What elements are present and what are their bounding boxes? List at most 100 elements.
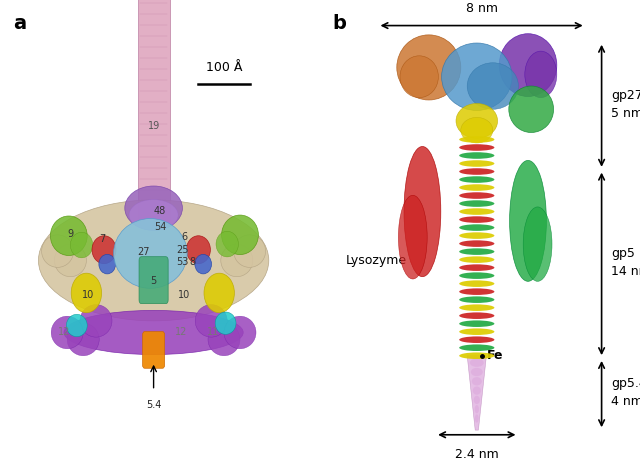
- Ellipse shape: [474, 396, 480, 404]
- Ellipse shape: [509, 86, 554, 133]
- Text: 8 nm: 8 nm: [466, 2, 498, 15]
- Ellipse shape: [216, 232, 238, 257]
- Ellipse shape: [51, 216, 87, 256]
- Ellipse shape: [404, 146, 441, 277]
- Ellipse shape: [195, 254, 211, 274]
- Bar: [138, 0, 170, 223]
- Ellipse shape: [460, 256, 495, 263]
- Ellipse shape: [473, 386, 481, 395]
- Ellipse shape: [99, 254, 115, 274]
- Ellipse shape: [460, 184, 495, 191]
- Ellipse shape: [460, 288, 495, 295]
- Text: 54: 54: [154, 222, 166, 232]
- Ellipse shape: [125, 186, 182, 230]
- Ellipse shape: [460, 328, 495, 335]
- Ellipse shape: [129, 199, 178, 231]
- Ellipse shape: [460, 272, 495, 279]
- Text: 25: 25: [176, 245, 189, 255]
- Ellipse shape: [92, 236, 116, 264]
- Ellipse shape: [460, 312, 495, 319]
- Ellipse shape: [460, 200, 495, 207]
- Ellipse shape: [460, 192, 495, 199]
- Ellipse shape: [460, 280, 495, 287]
- Ellipse shape: [67, 314, 87, 337]
- Ellipse shape: [113, 219, 187, 288]
- Text: 5.4: 5.4: [146, 399, 161, 410]
- Text: 2.4 nm: 2.4 nm: [455, 448, 499, 461]
- Ellipse shape: [460, 240, 495, 247]
- Ellipse shape: [70, 232, 93, 258]
- Ellipse shape: [460, 345, 495, 351]
- Ellipse shape: [460, 176, 495, 183]
- Text: gp5.4
4 nm: gp5.4 4 nm: [611, 378, 640, 408]
- Ellipse shape: [460, 152, 495, 159]
- Text: 7: 7: [99, 233, 106, 244]
- Ellipse shape: [67, 323, 99, 356]
- Polygon shape: [467, 356, 486, 430]
- Text: 12: 12: [58, 327, 70, 338]
- Text: 48: 48: [154, 206, 166, 216]
- Ellipse shape: [80, 305, 112, 337]
- Ellipse shape: [460, 208, 495, 215]
- Ellipse shape: [461, 117, 493, 143]
- Ellipse shape: [460, 296, 495, 303]
- Text: 100 Å: 100 Å: [205, 61, 243, 74]
- Ellipse shape: [460, 336, 495, 343]
- Ellipse shape: [460, 264, 495, 271]
- Ellipse shape: [397, 35, 461, 100]
- Ellipse shape: [460, 168, 495, 175]
- Text: 9: 9: [67, 229, 74, 239]
- Ellipse shape: [42, 235, 74, 267]
- Text: gp27
5 nm: gp27 5 nm: [611, 89, 640, 120]
- Ellipse shape: [71, 273, 102, 313]
- Ellipse shape: [195, 305, 227, 337]
- Ellipse shape: [460, 320, 495, 327]
- Ellipse shape: [398, 195, 428, 279]
- Ellipse shape: [470, 359, 484, 367]
- Text: 11: 11: [207, 327, 219, 338]
- Ellipse shape: [186, 236, 211, 264]
- Ellipse shape: [475, 414, 479, 423]
- Ellipse shape: [471, 368, 483, 376]
- Ellipse shape: [204, 273, 234, 313]
- Text: 12: 12: [175, 327, 187, 338]
- Text: a: a: [13, 14, 26, 33]
- Ellipse shape: [460, 224, 495, 231]
- Text: 19: 19: [147, 120, 160, 131]
- Ellipse shape: [224, 316, 256, 349]
- Ellipse shape: [525, 51, 557, 98]
- Ellipse shape: [215, 312, 236, 334]
- Ellipse shape: [460, 248, 495, 255]
- Text: 8: 8: [189, 257, 195, 267]
- Ellipse shape: [460, 136, 495, 143]
- Ellipse shape: [221, 244, 253, 277]
- Text: 10: 10: [178, 290, 190, 300]
- Text: Lysozyme: Lysozyme: [345, 254, 406, 267]
- Ellipse shape: [54, 244, 86, 277]
- Text: b: b: [333, 14, 347, 33]
- Ellipse shape: [38, 200, 269, 321]
- Ellipse shape: [523, 207, 552, 281]
- Ellipse shape: [499, 34, 557, 97]
- Ellipse shape: [509, 160, 547, 281]
- Ellipse shape: [208, 323, 240, 356]
- Text: Fe: Fe: [486, 349, 503, 362]
- Text: 53: 53: [176, 257, 189, 267]
- Ellipse shape: [467, 63, 518, 109]
- Text: 10: 10: [82, 290, 94, 300]
- Ellipse shape: [400, 56, 438, 98]
- FancyBboxPatch shape: [143, 332, 164, 368]
- Text: 6: 6: [181, 232, 187, 242]
- Text: gp5
14 nm: gp5 14 nm: [611, 247, 640, 278]
- Text: 5: 5: [150, 276, 157, 286]
- Ellipse shape: [456, 104, 498, 139]
- Ellipse shape: [64, 311, 243, 355]
- Ellipse shape: [475, 405, 479, 413]
- Ellipse shape: [460, 305, 495, 311]
- Ellipse shape: [51, 316, 83, 349]
- Ellipse shape: [234, 235, 266, 267]
- Ellipse shape: [460, 216, 495, 223]
- Ellipse shape: [221, 215, 259, 255]
- Ellipse shape: [460, 144, 495, 151]
- FancyBboxPatch shape: [139, 257, 168, 304]
